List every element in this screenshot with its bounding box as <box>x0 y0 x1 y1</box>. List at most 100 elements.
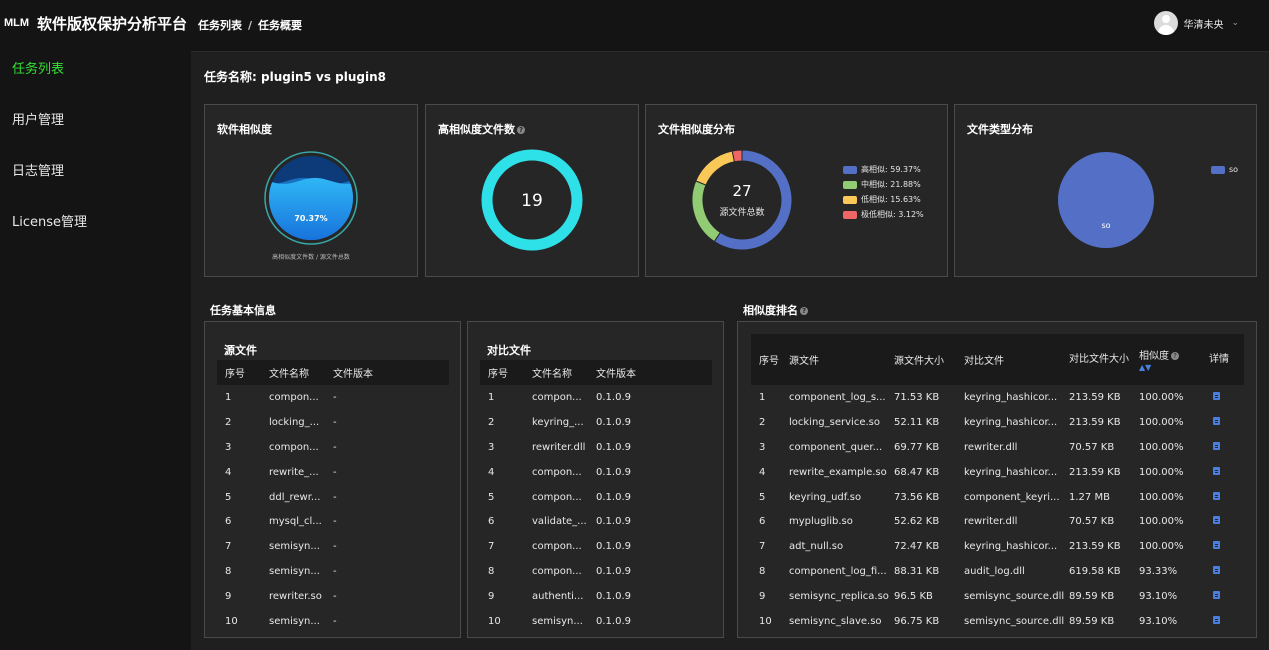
cell-file-name: compon... <box>269 441 319 453</box>
legend-label: 中相似: 21.88% <box>861 180 921 189</box>
table-row: 3 rewriter.dll 0.1.0.9 <box>480 435 712 460</box>
cell-file-name: validate_... <box>532 516 587 528</box>
chevron-down-icon: ⌄ <box>1231 18 1239 28</box>
cell-file-name: compon... <box>532 566 582 578</box>
cell-file-name: semisyn... <box>269 566 320 578</box>
table-row: 1 compon... 0.1.0.9 <box>480 385 712 410</box>
table-row: 5 compon... 0.1.0.9 <box>480 485 712 510</box>
cell-file-name: rewriter.dll <box>532 441 586 453</box>
cell-details <box>1209 534 1244 559</box>
table-row: 4 compon... 0.1.0.9 <box>480 460 712 485</box>
legend-item-very-low[interactable]: 极低相似: 3.12% <box>843 207 924 222</box>
legend-item-medium[interactable]: 中相似: 21.88% <box>843 177 924 192</box>
column-header-index: 序号 <box>488 369 508 380</box>
similarity-caption: 高相似度文件数 / 源文件总数 <box>272 253 350 261</box>
column-header-compare-file: 对比文件 <box>964 356 1004 367</box>
cell-index: 3 <box>759 441 766 453</box>
user-menu[interactable]: 华清未央 ⌄ <box>1154 11 1239 35</box>
sidebar-item-log-management[interactable]: 日志管理 <box>12 164 65 179</box>
document-icon[interactable] <box>1213 566 1220 575</box>
cell-source-size: 52.11 KB <box>894 416 940 428</box>
filetype-card: 文件类型分布 so so <box>954 104 1257 277</box>
breadcrumb-separator: / <box>248 19 253 32</box>
sidebar-item-user-management[interactable]: 用户管理 <box>12 113 65 128</box>
cell-source-size: 72.47 KB <box>894 541 940 553</box>
column-header-file-version: 文件版本 <box>596 369 636 380</box>
help-icon[interactable]: ? <box>800 307 808 315</box>
high-similarity-card: 高相似度文件数? 19 <box>425 104 639 277</box>
cell-similarity: 100.00% <box>1139 491 1184 503</box>
cell-file-version: 0.1.0.9 <box>596 516 631 528</box>
cell-file-name: compon... <box>532 391 582 403</box>
document-icon[interactable] <box>1213 615 1220 624</box>
legend-swatch <box>843 210 857 219</box>
table-row: 1 compon... - <box>217 385 449 410</box>
cell-compare-size: 89.59 KB <box>1069 591 1115 603</box>
cell-similarity: 93.10% <box>1139 591 1178 603</box>
cell-compare-size: 619.58 KB <box>1069 566 1121 578</box>
document-icon[interactable] <box>1213 441 1220 450</box>
cell-similarity: 100.00% <box>1139 541 1184 553</box>
column-header-details: 详情 <box>1209 353 1229 365</box>
donut-slice-low[interactable] <box>695 150 735 186</box>
legend-item-high[interactable]: 高相似: 59.37% <box>843 162 924 177</box>
breadcrumb-task-list[interactable]: 任务列表 <box>198 19 242 32</box>
donut-slice-very-low[interactable] <box>731 149 743 163</box>
cell-file-version: - <box>333 416 337 428</box>
document-icon[interactable] <box>1213 591 1220 600</box>
donut-slice-medium[interactable] <box>691 180 722 243</box>
column-header-similarity[interactable]: 相似度? ▲▼ <box>1139 334 1209 385</box>
legend-swatch <box>843 165 857 174</box>
cell-file-name: semisyn... <box>269 541 320 553</box>
pie-slice-so[interactable] <box>1058 152 1154 248</box>
cell-source-size: 73.56 KB <box>894 491 940 503</box>
document-icon[interactable] <box>1213 416 1220 425</box>
help-icon[interactable]: ? <box>517 126 525 134</box>
sidebar-item-task-list[interactable]: 任务列表 <box>12 62 65 77</box>
cell-index: 5 <box>225 491 232 503</box>
avatar <box>1154 11 1179 35</box>
cell-file-name: compon... <box>532 541 582 553</box>
cell-compare-size: 213.59 KB <box>1069 541 1121 553</box>
sort-icon[interactable]: ▲▼ <box>1139 362 1152 372</box>
user-name: 华清未央 <box>1183 19 1224 31</box>
cell-source-size: 52.62 KB <box>894 516 940 528</box>
table-row: 2 keyring_... 0.1.0.9 <box>480 410 712 435</box>
cell-file-name: semisyn... <box>532 615 583 627</box>
cell-file-name: locking_... <box>269 416 320 428</box>
legend-item-low[interactable]: 低相似: 15.63% <box>843 192 924 207</box>
cell-source-size: 96.5 KB <box>894 591 933 603</box>
table-row: 9 rewriter.so - <box>217 584 449 609</box>
distribution-title: 文件相似度分布 <box>658 123 735 136</box>
cell-details <box>1209 485 1244 510</box>
cell-compare-size: 213.59 KB <box>1069 466 1121 478</box>
cell-source-file: semisync_replica.so <box>789 591 889 603</box>
document-icon[interactable] <box>1213 466 1220 475</box>
document-icon[interactable] <box>1213 516 1220 525</box>
cell-compare-size: 70.57 KB <box>1069 441 1115 453</box>
sidebar-item-license-management[interactable]: License管理 <box>12 215 88 230</box>
cell-file-name: compon... <box>532 491 582 503</box>
cell-index: 2 <box>759 416 766 428</box>
cell-file-version: 0.1.0.9 <box>596 541 631 553</box>
help-icon[interactable]: ? <box>1171 351 1179 360</box>
legend-label: 高相似: 59.37% <box>861 165 921 174</box>
column-header-compare-size: 对比文件大小 <box>1069 353 1129 365</box>
cell-file-version: - <box>333 466 337 478</box>
cell-source-file: mypluglib.so <box>789 516 853 528</box>
document-icon[interactable] <box>1213 391 1220 400</box>
cell-source-file: component_log_s... <box>789 391 886 403</box>
cell-compare-size: 1.27 MB <box>1069 491 1110 503</box>
document-icon[interactable] <box>1213 541 1220 550</box>
high-similarity-count: 19 <box>521 191 543 211</box>
document-icon[interactable] <box>1213 491 1220 500</box>
cell-index: 4 <box>759 466 766 478</box>
cell-file-name: rewriter.so <box>269 591 322 603</box>
high-similarity-title: 高相似度文件数? <box>438 121 525 137</box>
cell-similarity: 93.33% <box>1139 566 1178 578</box>
table-row: 2 locking_service.so 52.11 KB keyring_hashi… <box>751 410 1244 435</box>
filetype-legend-item[interactable]: so <box>1211 162 1238 177</box>
distribution-legend: 高相似: 59.37% 中相似: 21.88% 低相似: 15.63% 极低相似… <box>843 162 924 222</box>
cell-details <box>1209 609 1244 634</box>
column-header-index: 序号 <box>759 356 779 367</box>
